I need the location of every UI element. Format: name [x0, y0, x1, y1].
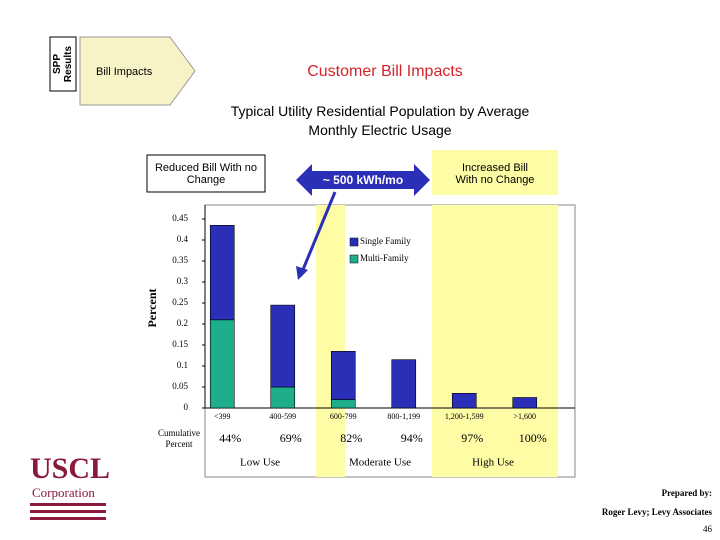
bar-segment [391, 359, 417, 409]
tab-shape [79, 36, 196, 106]
page-number: 46 [703, 524, 712, 534]
x-tick-label: 1,200-1,599 [445, 412, 484, 421]
callout-right: Increased Bill With no Change [455, 161, 535, 186]
group-label: High Use [472, 457, 514, 469]
bar-segment [512, 397, 538, 409]
legend-swatch [349, 237, 359, 247]
group-label: Moderate Use [349, 457, 411, 469]
bar-segment [330, 350, 356, 400]
bar-segment [270, 304, 296, 388]
prepared: Prepared by: [661, 488, 712, 498]
y-tick-label: 0 [184, 402, 189, 412]
author: Roger Levy; Levy Associates [601, 507, 712, 517]
cumulative-label: 94% [401, 431, 423, 445]
cumulative-title: Cumulative Percent [158, 428, 200, 449]
tab-label: Bill Impacts [96, 66, 153, 78]
cumulative-label: 69% [280, 431, 302, 445]
subtitle: Typical Utility Residential Population b… [230, 103, 530, 138]
bar-segment [270, 386, 296, 409]
callout-box [432, 150, 558, 195]
x-tick-label: 400-599 [269, 412, 296, 421]
y-tick-label: 0.05 [172, 381, 188, 391]
bar-segment [209, 225, 235, 321]
x-tick-label: >1,600 [513, 412, 536, 421]
y-tick-label: 0.2 [177, 318, 188, 328]
slide-title: Customer Bill Impacts [307, 63, 463, 80]
callout-box [146, 154, 266, 193]
y-tick-label: 0.25 [172, 297, 188, 307]
highlight-band [432, 205, 558, 477]
pointer-line [300, 191, 337, 273]
bar-segment [451, 392, 477, 409]
y-tick-label: 0.35 [172, 255, 188, 265]
side-tab [49, 36, 77, 92]
y-axis-label: Percent [145, 288, 159, 327]
x-tick-label: 600-799 [330, 412, 357, 421]
pointer-head [296, 266, 308, 280]
side-label-wrap: SPP Results [52, 37, 74, 91]
bar-segment [330, 399, 356, 409]
callout-arrow [296, 164, 430, 196]
x-tick-label: <399 [214, 412, 231, 421]
cumulative-label: 82% [340, 431, 362, 445]
y-tick-label: 0.1 [177, 360, 188, 370]
logo-sub: Corporation [32, 485, 95, 500]
legend-label: Multi-Family [360, 253, 409, 263]
logo-stripes [30, 503, 106, 520]
group-label: Low Use [240, 457, 280, 469]
cumulative-label: 100% [519, 431, 547, 445]
x-tick-label: 800-1,199 [387, 412, 420, 421]
callout-left: Reduced Bill With no Change [154, 161, 258, 186]
y-tick-label: 0.3 [177, 276, 189, 286]
bar-segment [209, 319, 235, 409]
y-tick-label: 0.45 [172, 213, 188, 223]
legend-label: Single Family [360, 236, 411, 246]
legend-swatch [349, 254, 359, 264]
y-tick-label: 0.4 [177, 234, 189, 244]
highlight-band [316, 205, 345, 477]
callout-center: ~ 500 kWh/mo [322, 173, 404, 187]
logo: USCL [30, 452, 111, 485]
cumulative-label: 97% [461, 431, 483, 445]
side-label: SPP Results [52, 45, 74, 83]
y-tick-label: 0.15 [172, 339, 188, 349]
cumulative-label: 44% [219, 431, 241, 445]
